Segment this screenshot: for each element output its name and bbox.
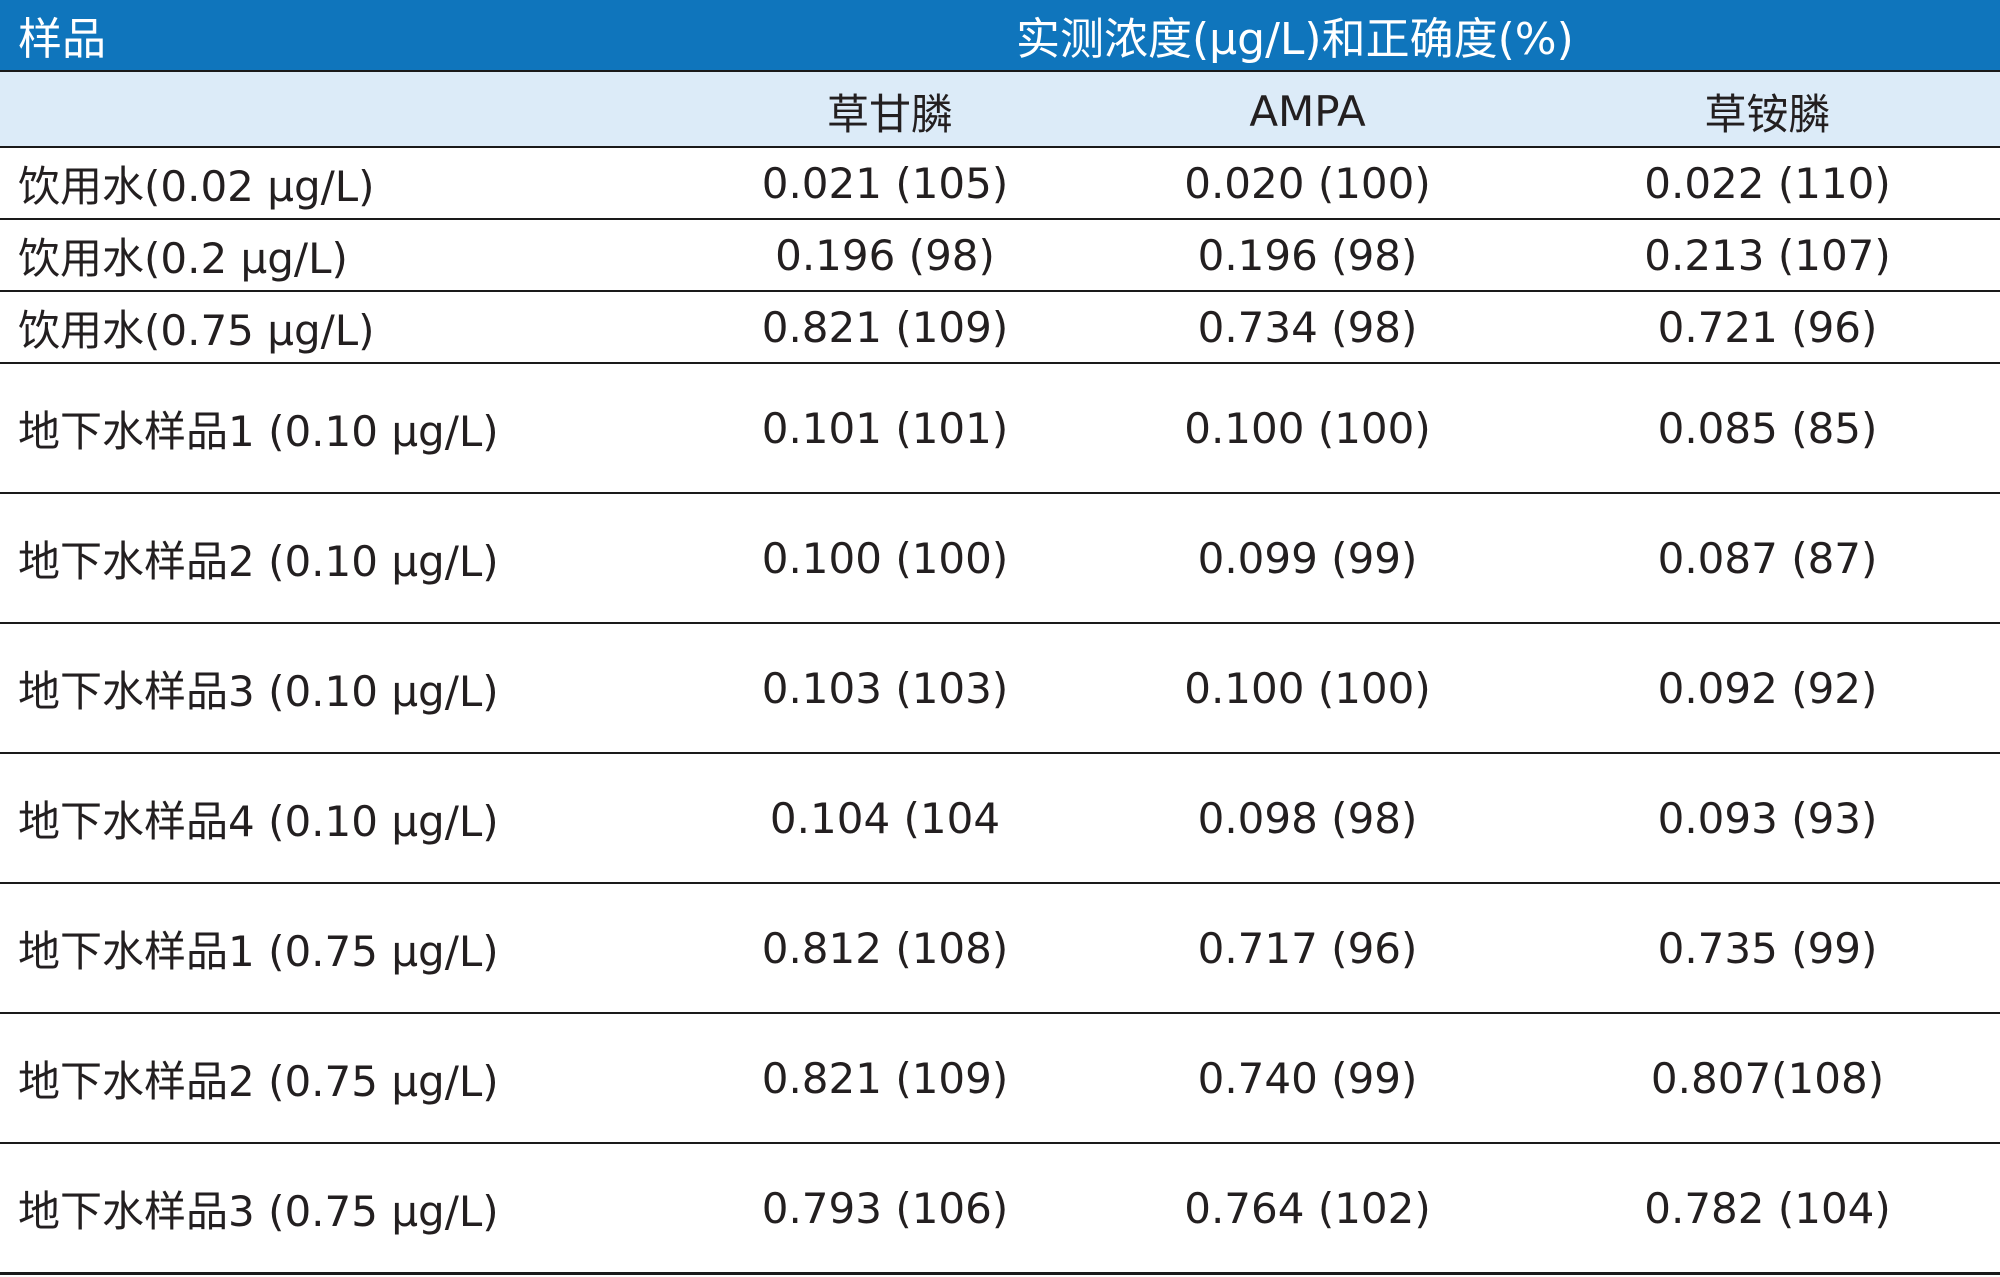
header-row-primary: 样品 实测浓度(μg/L)和正确度(%) <box>0 0 2000 72</box>
table-row: 饮用水(0.2 μg/L) 0.196 (98) 0.196 (98) 0.213 (… <box>0 219 2000 292</box>
sample-column-subheader-empty <box>0 71 700 148</box>
table-row: 地下水样品4 (0.10 μg/L) 0.104 (104 0.098 (98) 0.… <box>0 753 2000 884</box>
ampa-value-cell: 0.100 (100) <box>1080 363 1535 494</box>
glyphosate-value-cell: 0.100 (100) <box>700 493 1080 624</box>
analyte-header-glyphosate: 草甘膦 <box>700 71 1080 148</box>
glyphosate-value-cell: 0.793 (106) <box>700 1143 1080 1275</box>
sample-name-cell: 地下水样品1 (0.10 μg/L) <box>0 363 700 494</box>
glyphosate-value-cell: 0.821 (109) <box>700 1013 1080 1144</box>
header-row-analytes: 草甘膦 AMPA 草铵膦 <box>0 71 2000 148</box>
analyte-header-ampa: AMPA <box>1080 71 1535 148</box>
glufosinate-value-cell: 0.093 (93) <box>1535 753 2000 884</box>
glufosinate-value-cell: 0.807(108) <box>1535 1013 2000 1144</box>
ampa-value-cell: 0.098 (98) <box>1080 753 1535 884</box>
glyphosate-value-cell: 0.103 (103) <box>700 623 1080 754</box>
ampa-value-cell: 0.020 (100) <box>1080 147 1535 220</box>
sample-name-cell: 饮用水(0.75 μg/L) <box>0 291 700 364</box>
concentration-group-header: 实测浓度(μg/L)和正确度(%) <box>700 0 2000 72</box>
glufosinate-value-cell: 0.022 (110) <box>1535 147 2000 220</box>
glufosinate-value-cell: 0.213 (107) <box>1535 219 2000 292</box>
sample-name-cell: 地下水样品2 (0.10 μg/L) <box>0 493 700 624</box>
glufosinate-value-cell: 0.087 (87) <box>1535 493 2000 624</box>
sample-name-cell: 饮用水(0.02 μg/L) <box>0 147 700 220</box>
table-row: 饮用水(0.75 μg/L) 0.821 (109) 0.734 (98) 0.721… <box>0 291 2000 364</box>
sample-name-cell: 饮用水(0.2 μg/L) <box>0 219 700 292</box>
table-row: 地下水样品3 (0.75 μg/L) 0.793 (106) 0.764 (102)… <box>0 1143 2000 1275</box>
sample-name-cell: 地下水样品3 (0.75 μg/L) <box>0 1143 700 1275</box>
sample-name-cell: 地下水样品2 (0.75 μg/L) <box>0 1013 700 1144</box>
sample-name-cell: 地下水样品1 (0.75 μg/L) <box>0 883 700 1014</box>
sample-name-cell: 地下水样品3 (0.10 μg/L) <box>0 623 700 754</box>
ampa-value-cell: 0.740 (99) <box>1080 1013 1535 1144</box>
sample-column-header: 样品 <box>0 0 700 72</box>
glufosinate-value-cell: 0.782 (104) <box>1535 1143 2000 1275</box>
glyphosate-value-cell: 0.821 (109) <box>700 291 1080 364</box>
table-row: 地下水样品1 (0.10 μg/L) 0.101 (101) 0.100 (100)… <box>0 363 2000 494</box>
ampa-value-cell: 0.764 (102) <box>1080 1143 1535 1275</box>
glyphosate-value-cell: 0.196 (98) <box>700 219 1080 292</box>
glyphosate-value-cell: 0.021 (105) <box>700 147 1080 220</box>
ampa-value-cell: 0.100 (100) <box>1080 623 1535 754</box>
table-row: 地下水样品3 (0.10 μg/L) 0.103 (103) 0.100 (100)… <box>0 623 2000 754</box>
analyte-header-glufosinate: 草铵膦 <box>1535 71 2000 148</box>
ampa-value-cell: 0.196 (98) <box>1080 219 1535 292</box>
table-body: 饮用水(0.02 μg/L) 0.021 (105) 0.020 (100) 0.02… <box>0 147 2000 1275</box>
sample-name-cell: 地下水样品4 (0.10 μg/L) <box>0 753 700 884</box>
glufosinate-value-cell: 0.721 (96) <box>1535 291 2000 364</box>
glufosinate-value-cell: 0.085 (85) <box>1535 363 2000 494</box>
table-row: 饮用水(0.02 μg/L) 0.021 (105) 0.020 (100) 0.02… <box>0 147 2000 220</box>
table-row: 地下水样品2 (0.10 μg/L) 0.100 (100) 0.099 (99) 0… <box>0 493 2000 624</box>
glufosinate-value-cell: 0.092 (92) <box>1535 623 2000 754</box>
ampa-value-cell: 0.717 (96) <box>1080 883 1535 1014</box>
ampa-value-cell: 0.734 (98) <box>1080 291 1535 364</box>
glyphosate-value-cell: 0.101 (101) <box>700 363 1080 494</box>
table-row: 地下水样品1 (0.75 μg/L) 0.812 (108) 0.717 (96) 0… <box>0 883 2000 1014</box>
glyphosate-value-cell: 0.104 (104 <box>700 753 1080 884</box>
table-header: 样品 实测浓度(μg/L)和正确度(%) 草甘膦 AMPA 草铵膦 <box>0 0 2000 148</box>
glufosinate-value-cell: 0.735 (99) <box>1535 883 2000 1014</box>
ampa-value-cell: 0.099 (99) <box>1080 493 1535 624</box>
table-row: 地下水样品2 (0.75 μg/L) 0.821 (109) 0.740 (99) 0… <box>0 1013 2000 1144</box>
glyphosate-value-cell: 0.812 (108) <box>700 883 1080 1014</box>
